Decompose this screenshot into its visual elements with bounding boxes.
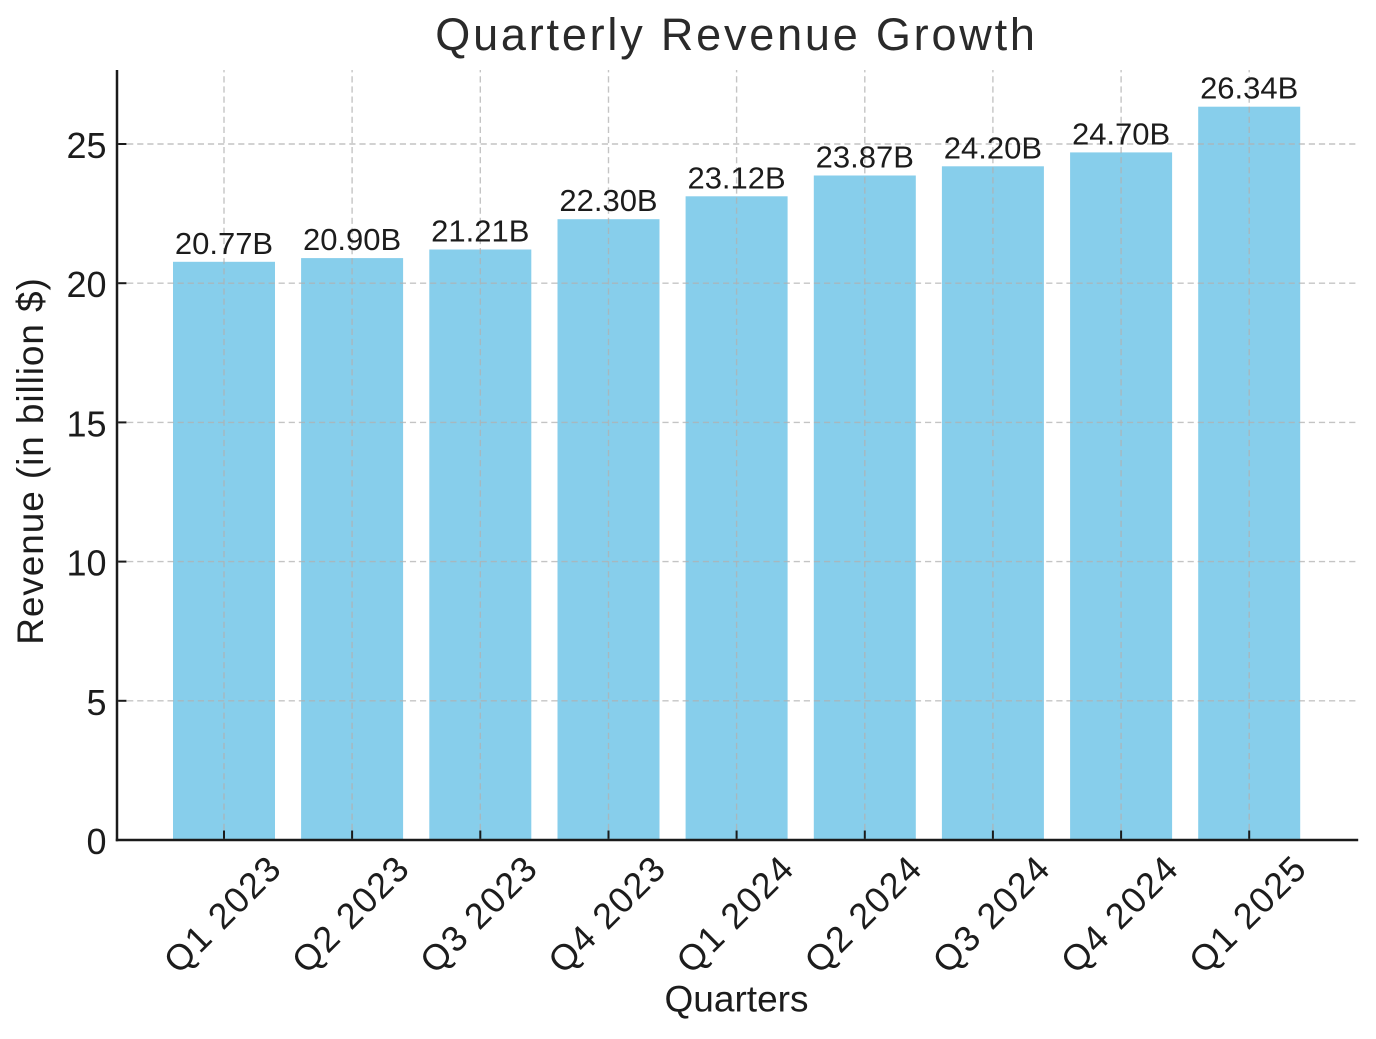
svg-text:20.90B: 20.90B (303, 222, 401, 257)
svg-text:15: 15 (66, 403, 106, 444)
svg-text:Quarters: Quarters (665, 979, 809, 1020)
svg-text:23.12B: 23.12B (687, 160, 785, 195)
svg-text:Revenue (in billion $): Revenue (in billion $) (10, 277, 51, 644)
svg-text:10: 10 (66, 543, 106, 584)
svg-text:20.77B: 20.77B (175, 226, 273, 261)
svg-text:22.30B: 22.30B (559, 183, 657, 218)
svg-text:23.87B: 23.87B (816, 140, 914, 175)
svg-text:Quarterly Revenue Growth: Quarterly Revenue Growth (435, 9, 1037, 60)
svg-text:20: 20 (66, 264, 106, 305)
svg-text:0: 0 (86, 821, 106, 862)
svg-text:24.70B: 24.70B (1072, 116, 1170, 151)
svg-text:26.34B: 26.34B (1200, 71, 1298, 106)
svg-text:5: 5 (86, 682, 106, 723)
svg-text:21.21B: 21.21B (431, 214, 529, 249)
svg-text:24.20B: 24.20B (944, 130, 1042, 165)
svg-text:25: 25 (66, 125, 106, 166)
